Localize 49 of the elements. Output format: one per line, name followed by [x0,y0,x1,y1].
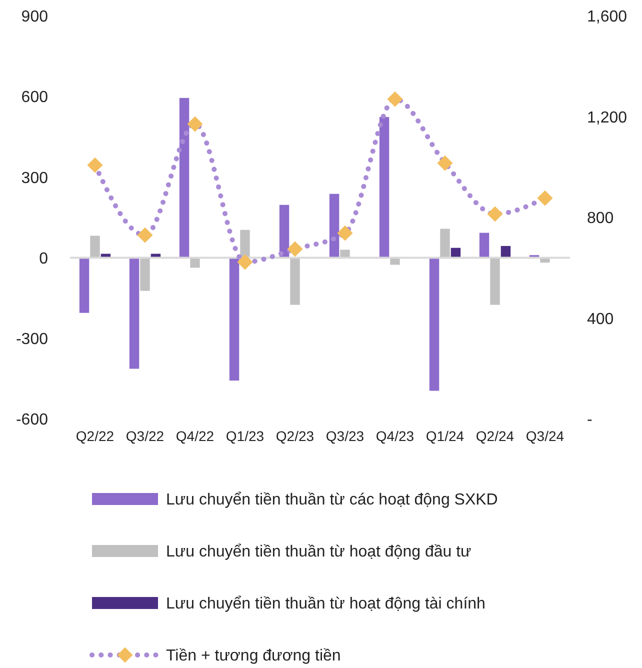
x-tick-label: Q2/22 [76,428,114,444]
y-tick-label: 0 [39,250,48,268]
bar [179,98,190,258]
bar [279,204,290,258]
bar [90,236,100,258]
bar [229,258,240,381]
x-tick-label: Q2/24 [476,428,514,444]
bar [290,258,300,305]
bar [379,117,390,258]
point [237,254,253,270]
legend-label: Lưu chuyển tiền thuần từ hoạt động tài chính [166,596,486,613]
x-tick-label: Q4/22 [176,428,214,444]
y2-tick-label: 400 [587,310,614,328]
x-tick-label: Q1/23 [226,428,264,444]
bar [240,230,250,258]
y-tick-label: -600 [16,412,48,429]
bar [79,258,90,313]
x-tick-label: Q3/24 [526,428,564,444]
bar [479,232,490,258]
bar [490,258,500,305]
bar [140,258,150,291]
point [337,225,353,241]
bar [340,250,350,258]
x-tick-label: Q4/23 [376,428,414,444]
y2-tick-label: 1,200 [587,109,628,126]
point [287,241,303,257]
bar [329,194,340,258]
x-tick-label: Q3/23 [326,428,364,444]
bar [500,246,511,258]
bar [429,258,440,391]
bar [440,228,450,258]
x-tick-label: Q1/24 [426,428,464,444]
y-tick-label: 900 [21,8,48,26]
point [437,155,453,171]
y-tick-label: -300 [16,331,48,348]
point [137,227,153,243]
x-tick-label: Q2/23 [276,428,314,444]
legend-label: Lưu chuyển tiền thuần từ hoạt động đầu tư [166,544,472,561]
x-tick-label: Q3/22 [126,428,164,444]
y-tick-label: 600 [21,89,48,106]
y-tick-label: 300 [21,170,48,187]
point [387,91,403,107]
y2-tick-label: - [587,412,592,429]
legend-label: Tiền + tương đương tiền [166,648,341,665]
bar [129,258,140,369]
y2-tick-label: 800 [587,210,614,228]
legend-label: Lưu chuyển tiền thuần từ các hoạt động SXKD [166,492,498,509]
point [187,116,203,132]
y2-tick-label: 1,600 [587,8,628,26]
